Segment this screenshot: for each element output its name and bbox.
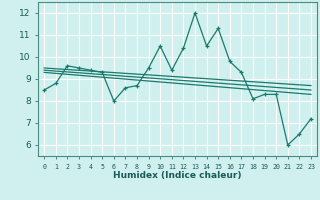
X-axis label: Humidex (Indice chaleur): Humidex (Indice chaleur) <box>113 171 242 180</box>
